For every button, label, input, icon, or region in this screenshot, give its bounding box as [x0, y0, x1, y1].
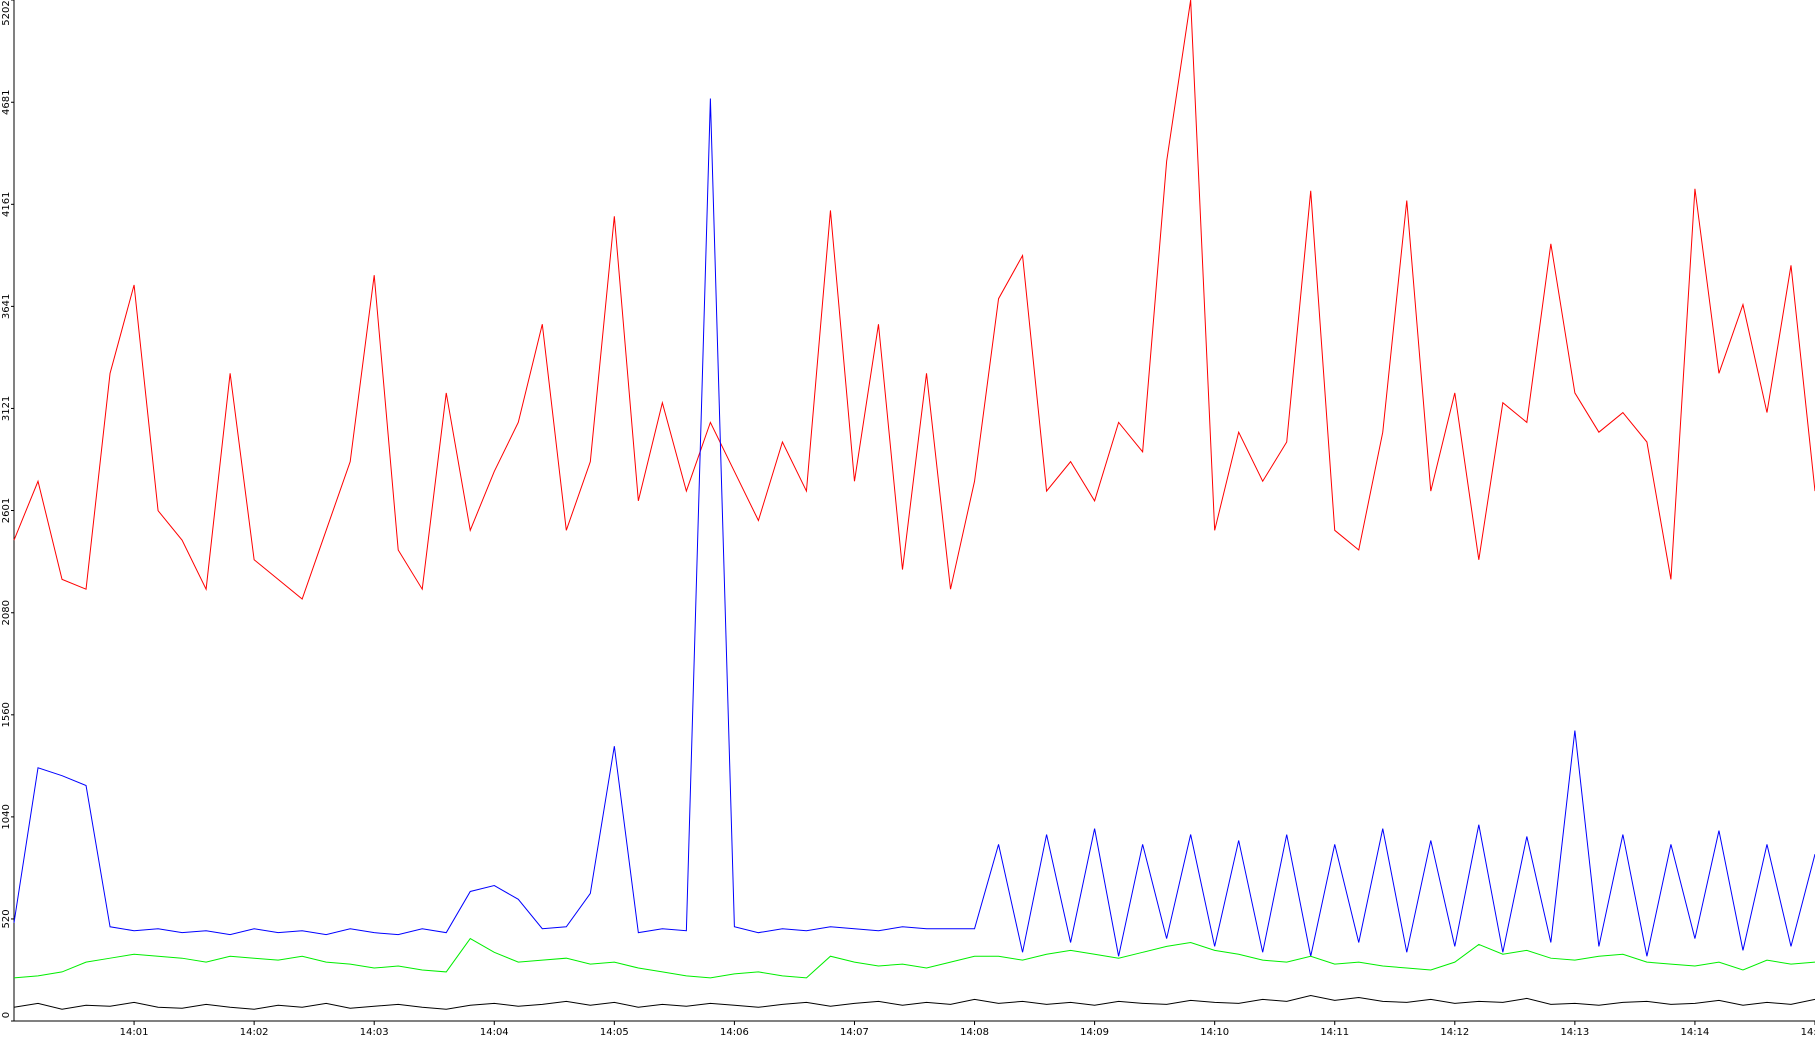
x-tick-label: 14:03: [360, 1027, 389, 1038]
x-tick-label: 14:07: [840, 1027, 869, 1038]
series-line: [13, 937, 1815, 979]
y-tick-label: 5202: [1, 0, 12, 25]
y-tick-label: 2080: [1, 600, 12, 625]
y-tick-label: 4681: [1, 90, 12, 115]
y-tick-label: 3641: [1, 294, 12, 319]
x-tick-label: 14:05: [600, 1027, 629, 1038]
y-tick-label: 2601: [1, 498, 12, 523]
x-tick-label: 14:14: [1681, 1027, 1710, 1038]
x-tick-label: 14:12: [1440, 1027, 1469, 1038]
x-tick-label: 14:15: [1801, 1027, 1815, 1038]
x-tick-label: 14:11: [1320, 1027, 1349, 1038]
x-tick-label: 14:08: [960, 1027, 989, 1038]
x-tick-label: 14:10: [1200, 1027, 1229, 1038]
series-line: [13, 994, 1815, 1010]
series-line: [13, 0, 1815, 600]
x-tick-label: 14:09: [1080, 1027, 1109, 1038]
y-tick-label: 520: [1, 909, 12, 928]
y-tick-label: 3121: [1, 396, 12, 421]
x-tick-label: 14:13: [1560, 1027, 1589, 1038]
x-tick-label: 14:02: [240, 1027, 269, 1038]
y-tick-label: 1560: [1, 702, 12, 727]
x-tick-label: 14:01: [120, 1027, 149, 1038]
x-tick-label: 14:04: [480, 1027, 509, 1038]
y-tick-label: 0: [1, 1012, 12, 1018]
y-tick-label: 4161: [1, 192, 12, 217]
series-line: [13, 98, 1815, 957]
x-tick-label: 14:06: [720, 1027, 749, 1038]
y-tick-label: 1040: [1, 804, 12, 829]
